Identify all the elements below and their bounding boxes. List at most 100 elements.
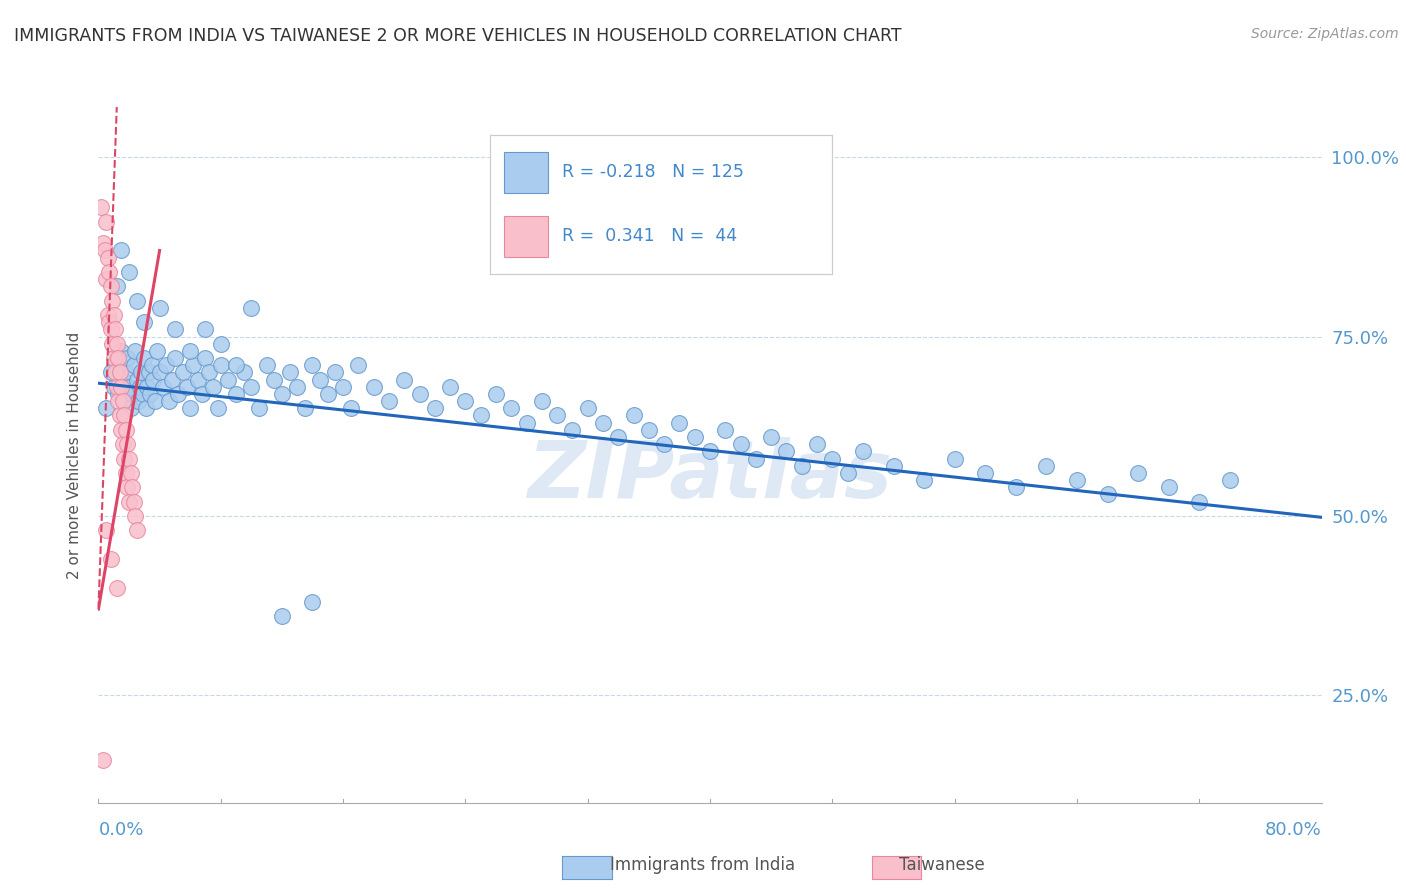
- Point: [118, 494, 141, 508]
- Point: [115, 423, 138, 437]
- Point: [485, 387, 508, 401]
- Point: [1004, 480, 1026, 494]
- Point: [94, 272, 117, 286]
- Point: [194, 322, 217, 336]
- Point: [912, 473, 935, 487]
- Point: [115, 466, 138, 480]
- Text: Source: ZipAtlas.com: Source: ZipAtlas.com: [1251, 27, 1399, 41]
- Point: [125, 293, 148, 308]
- Point: [124, 508, 146, 523]
- Point: [101, 336, 124, 351]
- Point: [240, 380, 263, 394]
- Point: [112, 409, 135, 423]
- Point: [112, 394, 135, 409]
- Point: [347, 358, 370, 372]
- Point: [759, 430, 782, 444]
- Point: [91, 753, 114, 767]
- Point: [775, 444, 797, 458]
- Point: [117, 437, 139, 451]
- Point: [115, 366, 138, 380]
- Point: [111, 437, 134, 451]
- Point: [112, 451, 135, 466]
- Text: 80.0%: 80.0%: [1265, 821, 1322, 838]
- Point: [110, 423, 132, 437]
- Point: [501, 401, 523, 416]
- Point: [561, 423, 583, 437]
- Point: [108, 358, 131, 372]
- Point: [136, 380, 159, 394]
- Point: [127, 394, 149, 409]
- Text: 0.0%: 0.0%: [98, 821, 143, 838]
- Point: [1188, 494, 1211, 508]
- Point: [105, 351, 128, 365]
- Point: [408, 387, 430, 401]
- Point: [592, 416, 614, 430]
- Point: [263, 373, 285, 387]
- Point: [135, 401, 157, 416]
- Text: ZIPatlas: ZIPatlas: [527, 437, 893, 515]
- Point: [1066, 473, 1088, 487]
- Point: [172, 366, 194, 380]
- Point: [117, 480, 139, 494]
- Point: [121, 387, 143, 401]
- Point: [141, 358, 163, 372]
- Point: [128, 380, 150, 394]
- Point: [883, 458, 905, 473]
- Point: [530, 394, 553, 409]
- Point: [97, 308, 120, 322]
- Point: [105, 380, 128, 394]
- Point: [152, 380, 174, 394]
- Text: Taiwanese: Taiwanese: [900, 856, 984, 874]
- Point: [111, 373, 134, 387]
- Point: [108, 409, 131, 423]
- Point: [163, 351, 186, 365]
- Point: [339, 401, 361, 416]
- Point: [943, 451, 966, 466]
- Point: [103, 351, 125, 365]
- Point: [207, 401, 229, 416]
- Point: [256, 358, 278, 372]
- Point: [332, 380, 354, 394]
- Point: [294, 401, 316, 416]
- Point: [392, 373, 416, 387]
- Point: [101, 293, 124, 308]
- Point: [852, 444, 875, 458]
- Point: [132, 387, 155, 401]
- Point: [111, 394, 134, 409]
- Point: [837, 466, 859, 480]
- Point: [104, 366, 127, 380]
- Text: IMMIGRANTS FROM INDIA VS TAIWANESE 2 OR MORE VEHICLES IN HOUSEHOLD CORRELATION C: IMMIGRANTS FROM INDIA VS TAIWANESE 2 OR …: [14, 27, 901, 45]
- Point: [668, 416, 690, 430]
- Point: [103, 380, 125, 394]
- Point: [652, 437, 675, 451]
- Point: [134, 351, 156, 365]
- Point: [179, 401, 201, 416]
- Point: [423, 401, 446, 416]
- Point: [699, 444, 721, 458]
- Point: [167, 387, 190, 401]
- Point: [118, 380, 141, 394]
- Point: [160, 373, 183, 387]
- Point: [285, 380, 308, 394]
- Point: [301, 358, 323, 372]
- Point: [122, 358, 145, 372]
- Point: [974, 466, 997, 480]
- Point: [100, 552, 122, 566]
- Point: [100, 279, 122, 293]
- Point: [91, 236, 114, 251]
- Point: [1128, 466, 1150, 480]
- Point: [117, 351, 139, 365]
- Point: [163, 322, 186, 336]
- Point: [181, 358, 204, 372]
- Point: [1035, 458, 1057, 473]
- Point: [225, 387, 247, 401]
- Point: [325, 366, 347, 380]
- Point: [125, 523, 148, 537]
- Point: [309, 373, 332, 387]
- Point: [378, 394, 401, 409]
- Point: [637, 423, 661, 437]
- Point: [730, 437, 752, 451]
- Point: [1157, 480, 1180, 494]
- Point: [105, 581, 128, 595]
- Point: [100, 322, 122, 336]
